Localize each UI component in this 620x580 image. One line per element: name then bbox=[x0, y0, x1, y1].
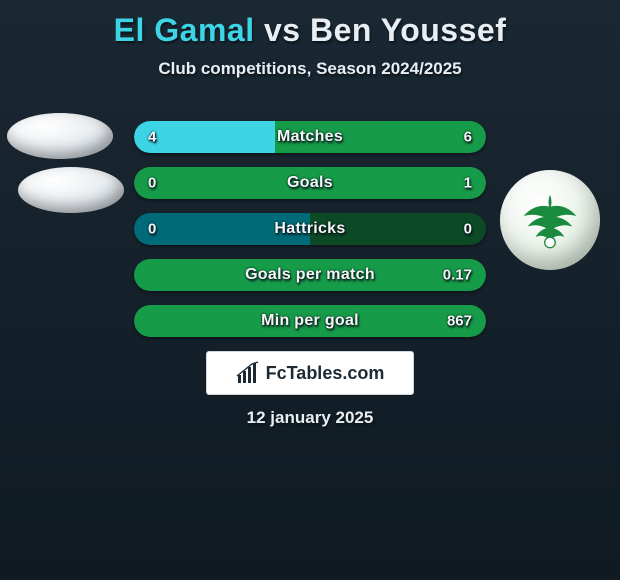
page-title: El Gamal vs Ben Youssef bbox=[0, 0, 620, 49]
player1-badge-bottom bbox=[18, 167, 124, 213]
brand-box[interactable]: FcTables.com bbox=[206, 351, 414, 395]
stat-bar-row: Hattricks 0 0 bbox=[134, 213, 486, 245]
eagle-icon bbox=[517, 187, 583, 253]
stat-bar-right-value: 0.17 bbox=[443, 267, 472, 284]
stat-bar-label: Goals per match bbox=[245, 266, 375, 284]
stat-bar-right-value: 1 bbox=[464, 175, 472, 192]
date-text: 12 january 2025 bbox=[0, 408, 620, 428]
stat-bar-row: Goals 0 1 bbox=[134, 167, 486, 199]
stat-bar-label: Min per goal bbox=[261, 312, 359, 330]
player2-club-emblem bbox=[500, 170, 600, 270]
bar-chart-icon bbox=[236, 361, 260, 385]
stat-bar-label: Goals bbox=[287, 174, 333, 192]
stat-bar-row: Min per goal 867 bbox=[134, 305, 486, 337]
stat-bar-left-value: 0 bbox=[148, 175, 156, 192]
stats-bars: Matches 4 6 Goals 0 1 Hattricks 0 0 Goals per mat… bbox=[134, 121, 486, 351]
stat-bar-right-value: 6 bbox=[464, 129, 472, 146]
stat-bar-left-value: 0 bbox=[148, 221, 156, 238]
stat-bar-right-value: 0 bbox=[464, 221, 472, 238]
player1-name: El Gamal bbox=[114, 12, 255, 48]
stat-bar-left-value: 4 bbox=[148, 129, 156, 146]
vs-text: vs bbox=[264, 12, 301, 48]
stat-bar-label: Hattricks bbox=[274, 220, 345, 238]
subtitle: Club competitions, Season 2024/2025 bbox=[0, 59, 620, 79]
brand-text: FcTables.com bbox=[266, 363, 385, 384]
player1-badge-top bbox=[7, 113, 113, 159]
stat-bar-right-value: 867 bbox=[447, 313, 472, 330]
stat-bar-label: Matches bbox=[277, 128, 343, 146]
player2-name: Ben Youssef bbox=[310, 12, 506, 48]
stat-bar-row: Goals per match 0.17 bbox=[134, 259, 486, 291]
stat-bar-row: Matches 4 6 bbox=[134, 121, 486, 153]
